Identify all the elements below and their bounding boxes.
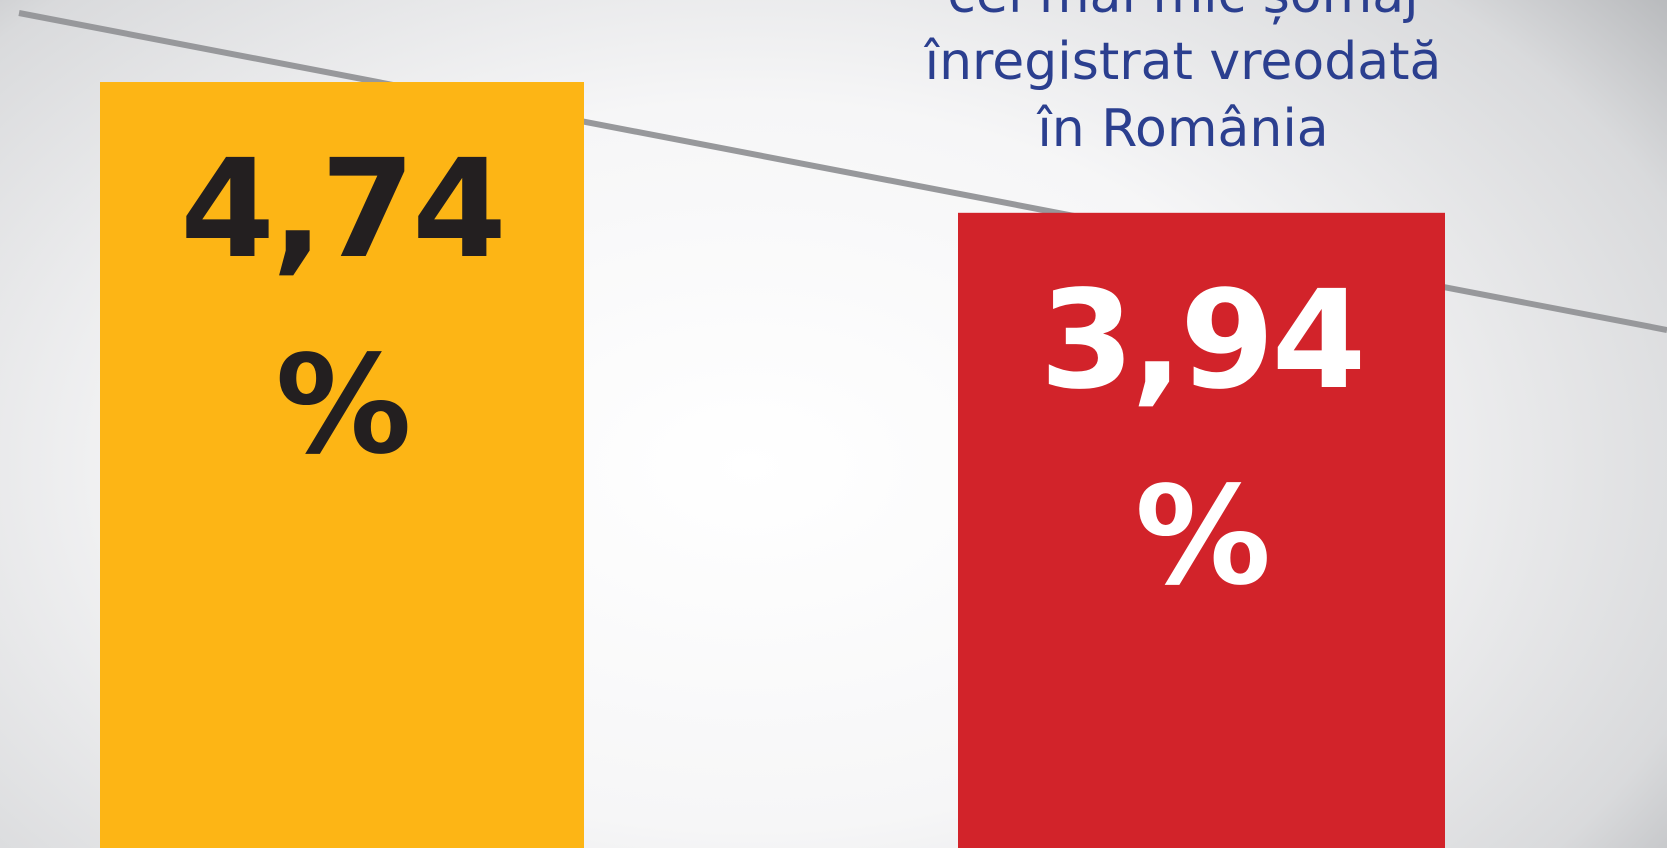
bar xyxy=(958,212,1445,848)
title-line: în România xyxy=(1037,99,1329,159)
value-label: 4,74 % xyxy=(180,131,507,485)
title-line: înregistrat vreodată xyxy=(924,32,1442,92)
value-label: 3,94 % xyxy=(1039,261,1367,616)
title-line: cel mai mic șomaj xyxy=(900,0,1466,29)
title: cel mai mic șomaj înregistrat vreodată în … xyxy=(900,0,1466,163)
bar xyxy=(100,82,584,848)
